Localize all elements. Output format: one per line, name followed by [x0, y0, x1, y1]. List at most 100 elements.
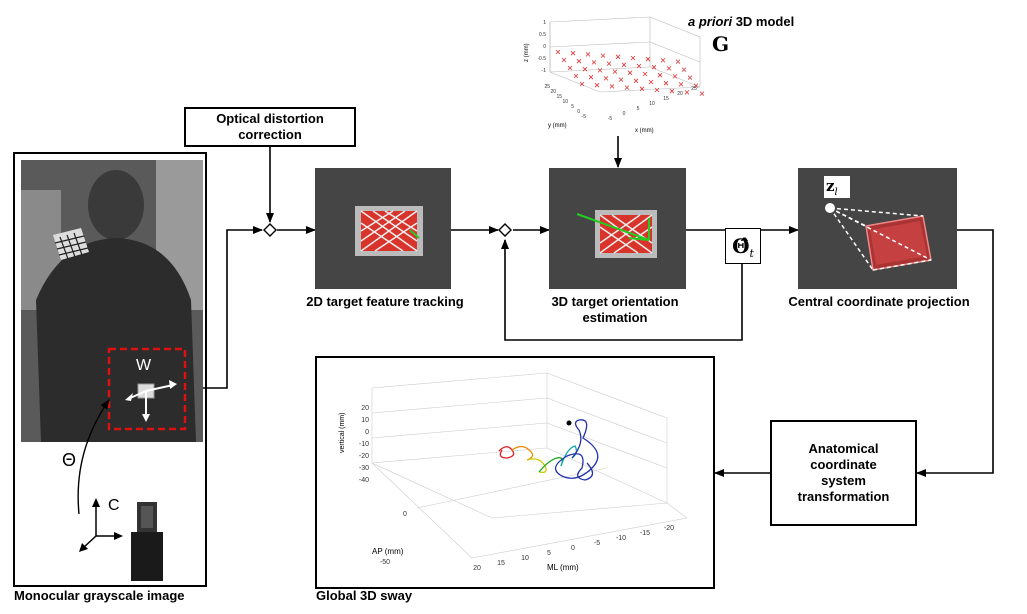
- orientation-photo-art: [549, 168, 686, 289]
- input-image-caption: Monocular grayscale image: [14, 588, 185, 603]
- tick-label: 0: [365, 429, 369, 436]
- tick-label: 5: [571, 104, 574, 110]
- z-symbol-sub: l: [834, 187, 838, 198]
- model-point: [627, 70, 633, 76]
- model-point: [609, 84, 615, 89]
- model-point: [639, 86, 645, 92]
- sway-trajectory: [498, 419, 599, 481]
- model-point: [669, 88, 675, 94]
- model-point: [699, 91, 705, 96]
- tick-label: 0: [577, 109, 580, 115]
- junction-correction: [263, 223, 277, 237]
- model-point: [648, 79, 654, 85]
- model-point: [621, 62, 627, 68]
- tick-label: -1: [542, 68, 547, 74]
- model-point: [561, 57, 567, 63]
- tick-label: 0: [571, 545, 575, 552]
- target-overlay: [77, 347, 187, 581]
- model-point: [666, 66, 672, 71]
- model-point: [555, 49, 561, 55]
- tick-label: 20: [677, 91, 683, 97]
- sway-frame: [315, 356, 715, 589]
- model-title-suffix: 3D model: [732, 14, 795, 29]
- tick-label: 10: [562, 99, 568, 105]
- model-point: [681, 67, 687, 72]
- model-title-prefix: a priori: [688, 14, 733, 29]
- sway-ylabel: AP (mm): [372, 547, 404, 556]
- model-point: [600, 53, 606, 58]
- model-point: [588, 74, 594, 80]
- sway-caption: Global 3D sway: [316, 588, 413, 603]
- tracking-label: 2D target feature tracking: [306, 294, 464, 309]
- sway-zlabel: vertical (mm): [339, 413, 346, 453]
- anatomical-label: Anatomical coordinate system transformat…: [797, 441, 890, 504]
- model-point: [630, 55, 636, 61]
- model-point: [567, 65, 573, 71]
- distortion-correction-box: Optical distortion correction: [184, 107, 356, 147]
- model-point: [594, 82, 600, 88]
- camera-symbol: C: [108, 497, 120, 514]
- model-point: [660, 58, 666, 63]
- orientation-photo: [549, 168, 686, 289]
- model-point: [654, 87, 660, 93]
- tick-label: -30: [359, 465, 369, 472]
- model-point: [615, 54, 621, 60]
- theta-hat-sub: t: [749, 247, 754, 261]
- model-point: [585, 52, 591, 57]
- tick-label: 5: [547, 550, 551, 557]
- tick-label: 25: [544, 84, 550, 90]
- model-point: [603, 76, 609, 81]
- distortion-correction-label: Optical distortion correction: [216, 111, 324, 142]
- model-point: [678, 82, 684, 87]
- projection-photo-art: [798, 168, 957, 289]
- projection-label: Central coordinate projection: [788, 294, 970, 309]
- tick-label: -10: [616, 535, 626, 542]
- model-point: [672, 74, 678, 79]
- model-point: [642, 71, 648, 77]
- tick-label: 15: [556, 94, 562, 100]
- tick-label: -50: [380, 559, 390, 566]
- model-point: [606, 61, 612, 66]
- model-point: [633, 78, 639, 84]
- model-point: [675, 59, 681, 64]
- camera-icon: [131, 502, 163, 581]
- junction-feedback: [498, 223, 512, 237]
- model-point: [657, 72, 663, 78]
- tick-label: -20: [359, 453, 369, 460]
- model-point: [570, 50, 576, 56]
- model-point: [582, 66, 588, 72]
- tick-label: 0: [403, 511, 407, 518]
- model-point: [684, 90, 690, 95]
- model-points: [555, 49, 705, 96]
- model-symbol: G: [712, 32, 730, 56]
- arrow-to-anatomical: [916, 229, 994, 477]
- model-title: a priori 3D model: [688, 14, 818, 30]
- model-point: [645, 56, 651, 62]
- tick-label: 20: [550, 89, 556, 95]
- input-image-frame: [13, 152, 207, 587]
- tick-label: -5: [608, 116, 613, 122]
- model-point: [687, 75, 693, 80]
- model-point: [576, 58, 582, 64]
- world-symbol: W: [136, 357, 152, 374]
- tick-label: -0.5: [537, 56, 546, 62]
- tick-label: -15: [640, 530, 650, 537]
- model-point: [597, 68, 603, 73]
- model-xlabel: x (mm): [635, 128, 654, 134]
- theta-symbol: Θ: [62, 450, 77, 470]
- model-point: [651, 64, 657, 70]
- tick-label: 5: [637, 106, 640, 112]
- tick-label: 0: [543, 44, 546, 50]
- tick-label: 0.5: [539, 32, 546, 38]
- tick-label: 20: [361, 405, 369, 412]
- model-point: [579, 81, 585, 87]
- tick-label: -40: [359, 477, 369, 484]
- model-plot: z (mm) y (mm) x (mm) 10.50-0.5-1 2520151…: [524, 16, 705, 134]
- tick-label: 1: [543, 20, 546, 26]
- model-point: [591, 60, 597, 65]
- tick-label: 15: [663, 96, 669, 102]
- anatomical-box: Anatomical coordinate system transformat…: [770, 420, 917, 526]
- model-point: [612, 69, 618, 74]
- model-ylabel: y (mm): [548, 123, 567, 129]
